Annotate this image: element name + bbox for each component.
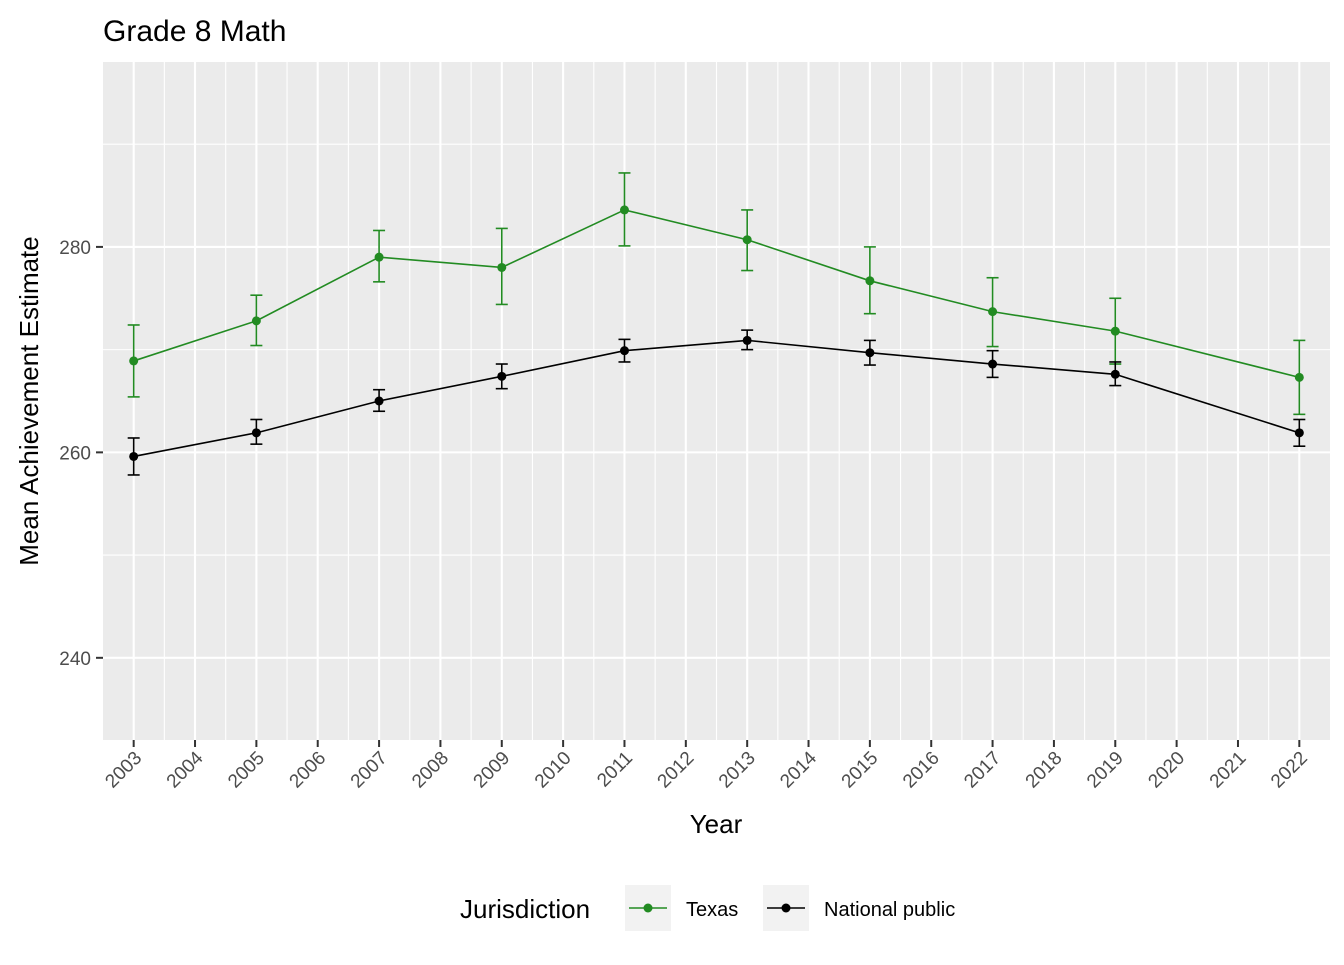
legend: Jurisdiction Texas National public (460, 885, 955, 931)
x-tick-label: 2016 (899, 748, 944, 793)
legend-title: Jurisdiction (460, 894, 590, 924)
y-tick-label: 280 (59, 238, 91, 259)
data-point (497, 371, 507, 381)
grid-minor (103, 62, 1330, 740)
data-point (374, 252, 384, 262)
x-tick-label: 2012 (654, 748, 699, 793)
series-1 (127, 329, 1306, 476)
grid-major (103, 62, 1330, 740)
legend-item-0: Texas (625, 885, 738, 931)
x-tick-label: 2022 (1267, 748, 1312, 793)
x-tick-label: 2015 (838, 748, 883, 793)
data-point (865, 348, 875, 358)
data-point (497, 262, 507, 272)
x-tick-label: 2011 (593, 748, 637, 792)
x-axis: 2003 2004 2005 2006 2007 2008 2009 2010 2011 2012… (101, 740, 1312, 793)
data-point (988, 359, 998, 369)
x-tick-label: 2010 (531, 748, 576, 793)
x-tick-label: 2018 (1022, 748, 1067, 793)
data-point (129, 451, 139, 461)
chart-title: Grade 8 Math (103, 15, 286, 48)
data-point (251, 316, 261, 326)
x-tick-label: 2021 (1206, 748, 1251, 793)
x-tick-label: 2014 (776, 747, 821, 792)
x-tick-label: 2009 (470, 748, 515, 793)
y-tick-label: 240 (59, 649, 91, 670)
series-layer (127, 172, 1306, 476)
x-tick-label: 2005 (224, 748, 269, 793)
x-tick-label: 2019 (1083, 748, 1128, 793)
series-line (133, 209, 1300, 379)
data-point (988, 307, 998, 317)
x-tick-label: 2017 (960, 748, 1005, 793)
x-tick-label: 2006 (286, 748, 331, 793)
series-line (133, 339, 1300, 458)
data-point (374, 396, 384, 406)
x-tick-label: 2007 (347, 748, 392, 793)
legend-item-1: National public (763, 885, 955, 931)
y-axis: 240 260 280 (59, 238, 103, 670)
data-point (1294, 372, 1304, 382)
legend-label: National public (824, 899, 955, 921)
y-tick-label: 260 (59, 443, 91, 464)
legend-label: Texas (686, 899, 738, 921)
data-point (1294, 428, 1304, 438)
x-tick-label: 2004 (163, 747, 208, 792)
x-tick-label: 2020 (1144, 748, 1189, 793)
data-point (742, 235, 752, 245)
series-0 (127, 172, 1306, 416)
data-point (1110, 369, 1120, 379)
data-point (742, 335, 752, 345)
data-point (865, 276, 875, 286)
x-tick-label: 2003 (101, 748, 146, 793)
y-axis-title: Mean Achievement Estimate (14, 236, 44, 566)
legend-items: Texas National public (625, 885, 955, 931)
x-axis-title: Year (690, 809, 743, 839)
x-tick-label: 2013 (715, 748, 760, 793)
data-point (129, 356, 139, 366)
x-tick-label: 2008 (408, 748, 453, 793)
data-point (1110, 326, 1120, 336)
data-point (619, 346, 629, 356)
data-point (251, 428, 261, 438)
data-point (619, 205, 629, 215)
